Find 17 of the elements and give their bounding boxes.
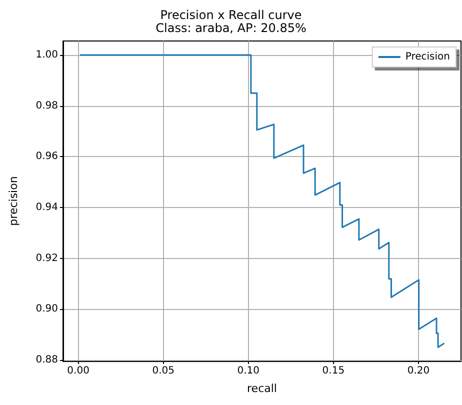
y-tick-label: 0.92 bbox=[36, 252, 58, 264]
x-tick-label: 0.05 bbox=[152, 366, 174, 376]
y-tick-label: 0.88 bbox=[36, 354, 58, 366]
legend-label: Precision bbox=[405, 52, 450, 62]
x-tick-label: 0.20 bbox=[407, 366, 430, 376]
chart-title: Precision x Recall curve bbox=[160, 8, 302, 22]
x-tick-label: 0.15 bbox=[322, 366, 345, 376]
y-axis-title: precision bbox=[7, 176, 20, 226]
x-tick-label: 0.00 bbox=[67, 366, 90, 376]
x-tick-label: 0.10 bbox=[237, 366, 260, 376]
y-tick-label: 0.96 bbox=[36, 151, 58, 162]
y-tick-label: 0.90 bbox=[36, 304, 58, 315]
y-tick-label: 0.94 bbox=[36, 202, 58, 213]
x-axis-title: recall bbox=[247, 382, 277, 395]
chart-subtitle: Class: araba, AP: 20.85% bbox=[156, 21, 306, 35]
y-tick-label: 1.00 bbox=[36, 49, 58, 60]
y-tick-label: 0.98 bbox=[36, 100, 58, 112]
